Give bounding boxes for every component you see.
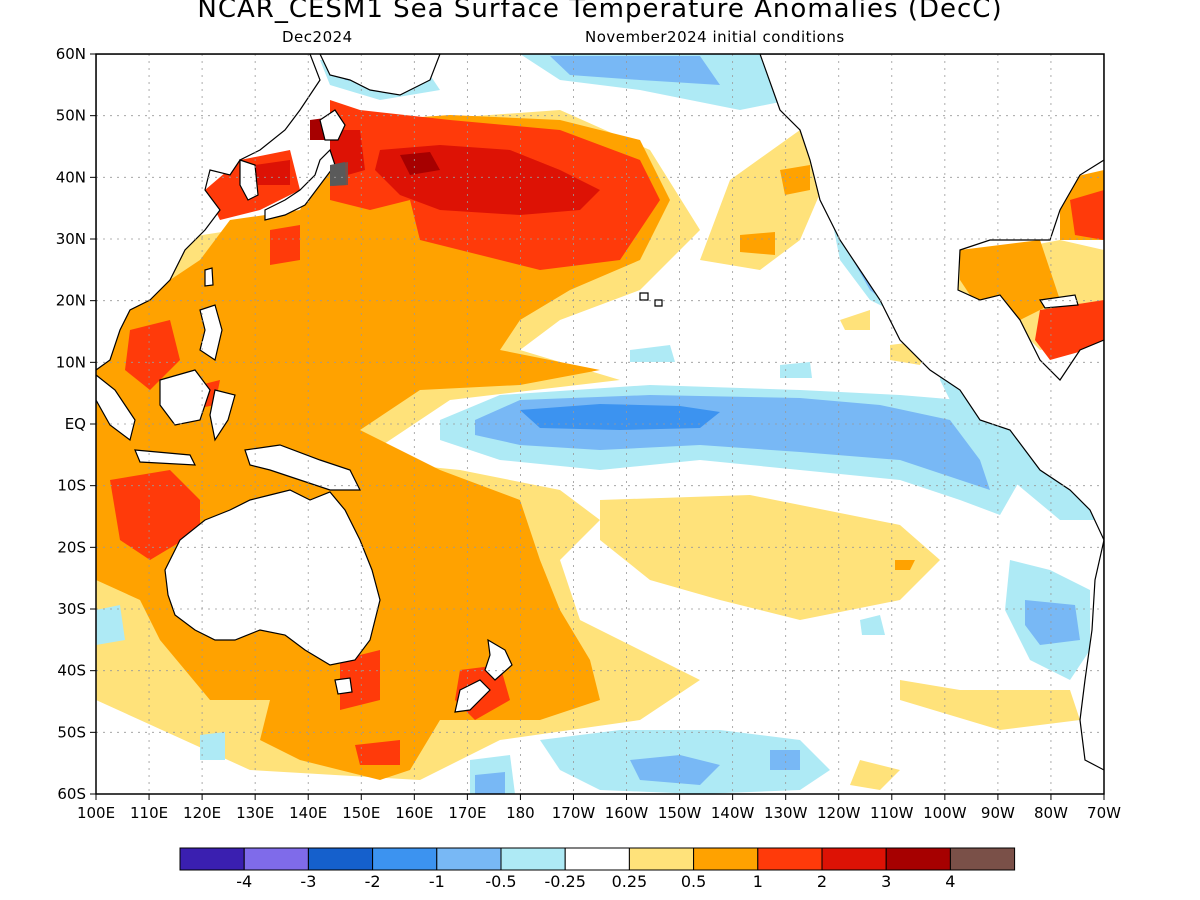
colorbar-swatch	[372, 847, 438, 871]
lat-tick-label: EQ	[65, 415, 86, 433]
colorbar-swatch	[436, 847, 502, 871]
lat-tick-label: 20S	[57, 538, 86, 556]
lon-tick-label: 110W	[870, 804, 914, 822]
lon-tick-label: 180	[506, 804, 535, 822]
map-grid	[96, 54, 1104, 794]
lon-tick-label: 100W	[923, 804, 967, 822]
colorbar-swatch	[179, 847, 245, 871]
colorbar	[179, 847, 1016, 871]
lon-tick-label: 150E	[342, 804, 380, 822]
colorbar-label: -0.25	[544, 872, 586, 891]
colorbar-label: -2	[364, 872, 381, 891]
colorbar-swatch	[628, 847, 695, 871]
colorbar-swatch	[949, 847, 1016, 871]
colorbar-swatch	[307, 847, 374, 871]
lat-tick-label: 50S	[57, 723, 86, 741]
anomaly-band-neg-1	[520, 404, 720, 430]
colorbar-label: -0.5	[485, 872, 517, 891]
colorbar-label: -1	[428, 872, 445, 891]
lon-tick-label: 120E	[183, 804, 221, 822]
lon-tick-label: 120W	[817, 804, 861, 822]
colorbar-swatch	[500, 847, 566, 871]
lat-tick-label: 60N	[56, 45, 86, 63]
longitude-axis: 100E 110E 120E 130E 140E 150E 160E 170E 180 170W 1…	[77, 794, 1121, 822]
lat-tick-label: 20N	[56, 292, 86, 310]
lon-tick-label: 90W	[981, 804, 1015, 822]
australia-land	[164, 489, 381, 666]
lon-tick-label: 150W	[658, 804, 702, 822]
lon-tick-label: 80W	[1034, 804, 1068, 822]
lat-tick-label: 40S	[57, 662, 86, 680]
map-title: NCAR_CESM1 Sea Surface Temperature Anoma…	[197, 0, 1003, 24]
colorbar-swatch	[757, 847, 823, 871]
lat-tick-label: 30N	[56, 230, 86, 248]
colorbar-label: 0.25	[611, 872, 648, 891]
colorbar-label: -3	[300, 872, 317, 891]
gray-patch	[330, 162, 346, 186]
latitude-axis: 60N 50N 40N 30N 20N 10N EQ 10S 20S 30S 40S 50S 60S	[56, 45, 96, 803]
colorbar-swatch	[693, 847, 759, 871]
colorbar-label: 3	[881, 872, 892, 891]
lon-tick-label: 160W	[605, 804, 649, 822]
colorbar-label: 0.5	[680, 872, 707, 891]
forecast-month: Dec2024	[282, 28, 353, 46]
lon-tick-label: 110E	[130, 804, 168, 822]
lon-tick-label: 130W	[764, 804, 808, 822]
lat-tick-label: 30S	[57, 600, 86, 618]
lon-tick-label: 130E	[236, 804, 274, 822]
lon-tick-label: 100E	[77, 804, 115, 822]
colorbar-label: -4	[236, 872, 253, 891]
colorbar-label: 1	[752, 872, 763, 891]
colorbar-swatch	[243, 847, 309, 871]
lon-tick-label: 70W	[1087, 804, 1121, 822]
colorbar-label: 2	[816, 872, 828, 891]
initial-conditions: November2024 initial conditions	[585, 28, 845, 46]
colorbar-swatch	[564, 847, 630, 871]
colorbar-swatch	[885, 847, 951, 871]
colorbar-swatch	[821, 847, 887, 871]
lon-tick-label: 170W	[552, 804, 596, 822]
lat-tick-label: 40N	[56, 168, 86, 186]
anomaly-field	[96, 54, 1104, 794]
lon-tick-label: 140E	[289, 804, 327, 822]
land-masses	[96, 54, 1104, 771]
lat-tick-label: 10S	[57, 477, 86, 495]
lat-tick-label: 60S	[57, 785, 86, 803]
lon-tick-label: 160E	[395, 804, 433, 822]
lat-tick-label: 10N	[56, 353, 86, 371]
lat-tick-label: 50N	[56, 107, 86, 125]
lon-tick-label: 140W	[711, 804, 755, 822]
lon-tick-label: 170E	[448, 804, 486, 822]
colorbar-label: 4	[945, 872, 956, 891]
